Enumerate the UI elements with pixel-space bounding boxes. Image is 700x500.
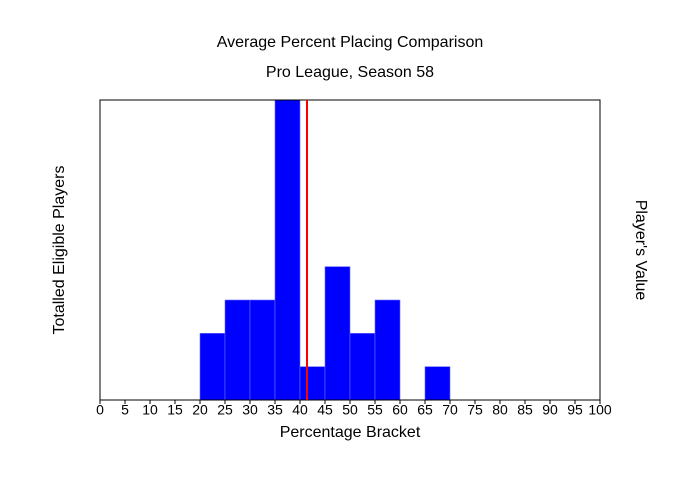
y-axis-label: Totalled Eligible Players: [51, 166, 68, 335]
x-tick-label: 50: [342, 402, 358, 418]
x-tick-label: 45: [317, 402, 333, 418]
x-tick-label: 15: [167, 402, 183, 418]
bar: [224, 299, 251, 401]
x-tick-label: 10: [142, 402, 158, 418]
bar: [324, 266, 351, 401]
x-tick-label: 40: [292, 402, 308, 418]
x-tick-label: 65: [417, 402, 433, 418]
x-axis-label: Percentage Bracket: [280, 424, 421, 441]
bar: [424, 366, 451, 401]
bar: [374, 299, 401, 401]
x-tick-label: 35: [267, 402, 283, 418]
x-tick-label: 25: [217, 402, 233, 418]
bar: [299, 366, 326, 401]
x-tick-label: 5: [121, 402, 129, 418]
chart-subtitle: Pro League, Season 58: [266, 64, 434, 81]
x-tick-label: 60: [392, 402, 408, 418]
bar: [274, 99, 301, 401]
x-tick-label: 90: [542, 402, 558, 418]
x-tick-label: 95: [567, 402, 583, 418]
bar: [199, 333, 226, 401]
x-tick-label: 100: [588, 402, 612, 418]
x-tick-label: 70: [442, 402, 458, 418]
x-tick-label: 75: [467, 402, 483, 418]
x-tick-label: 30: [242, 402, 258, 418]
bar: [349, 333, 376, 401]
chart-title: Average Percent Placing Comparison: [217, 34, 484, 51]
x-tick-label: 20: [192, 402, 208, 418]
y2-axis-label: Player's Value: [632, 200, 649, 301]
x-tick-label: 85: [517, 402, 533, 418]
x-tick-label: 55: [367, 402, 383, 418]
bar: [249, 299, 276, 401]
x-tick-label: 80: [492, 402, 508, 418]
x-tick-label: 0: [96, 402, 104, 418]
